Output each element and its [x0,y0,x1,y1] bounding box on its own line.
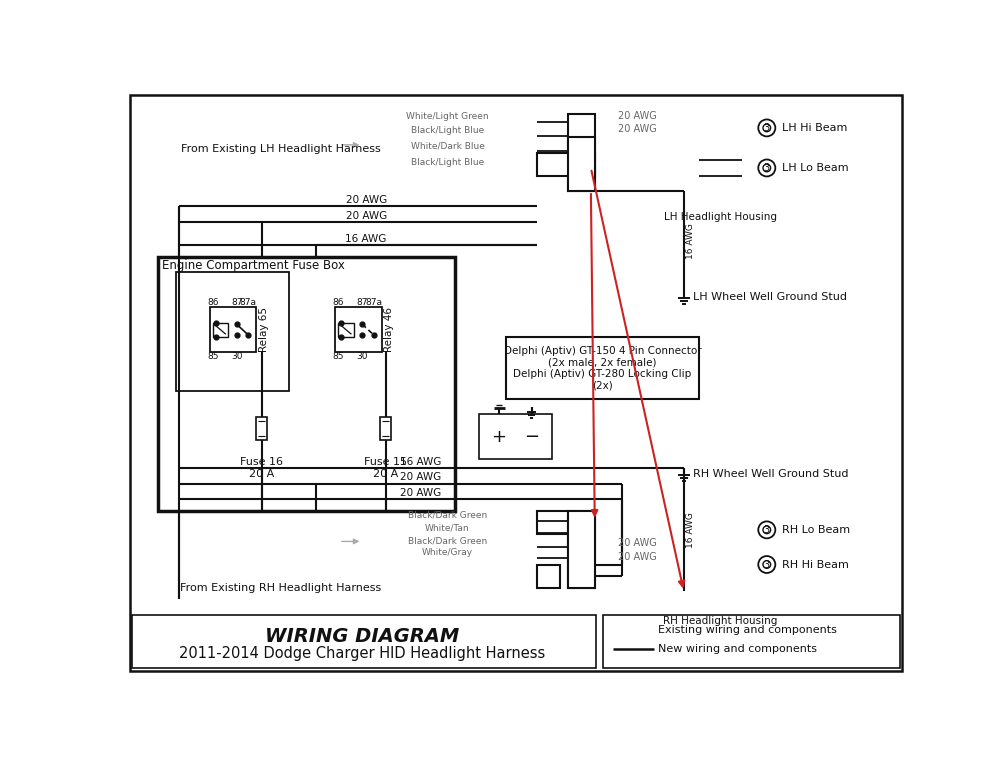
Text: RH Lo Beam: RH Lo Beam [782,525,851,535]
Text: LH Headlight Housing: LH Headlight Housing [665,211,777,222]
Text: 20 AWG: 20 AWG [400,472,441,483]
Text: Black/Light Blue: Black/Light Blue [411,158,484,167]
Bar [358,511,537,568]
Text: From Existing RH Headlight Harness: From Existing RH Headlight Harness [180,583,382,593]
Bar [537,565,560,587]
Text: From Existing LH Headlight Harness: From Existing LH Headlight Harness [181,144,381,154]
Text: Delphi (Aptiv) GT-150 4 Pin Connector
(2x male, 2x female)
Delphi (Aptiv) GT-280: Delphi (Aptiv) GT-150 4 Pin Connector (2… [504,346,701,390]
Text: Fuse 16
20 A: Fuse 16 20 A [240,458,283,479]
Text: 85: 85 [206,352,219,361]
Text: 30: 30 [231,352,243,361]
Text: 3: 3 [763,525,770,535]
Text: 87: 87 [231,298,243,307]
Text: 30: 30 [356,352,368,361]
Text: LH Lo Beam: LH Lo Beam [782,163,849,173]
Text: White/Dark Blue: White/Dark Blue [411,141,484,150]
Bar [212,323,229,337]
Text: 86: 86 [332,298,344,307]
Bar [568,511,595,587]
Text: 3: 3 [763,163,770,173]
Text: 16 AWG: 16 AWG [686,223,695,259]
Text: 16 AWG: 16 AWG [400,457,441,467]
Bar [335,307,382,352]
Text: Relay 65: Relay 65 [259,307,269,352]
Text: RH Hi Beam: RH Hi Beam [782,559,849,569]
Text: New wiring and components: New wiring and components [658,644,817,654]
Text: White/Tan: White/Tan [425,523,470,532]
Bar [158,256,455,511]
Text: White/Gray: White/Gray [422,549,473,557]
Bar [132,615,595,669]
Text: 20 AWG: 20 AWG [400,488,441,498]
Text: Black/Dark Green: Black/Dark Green [408,511,487,520]
Text: LH Hi Beam: LH Hi Beam [782,123,848,133]
Text: 86: 86 [206,298,219,307]
Text: Engine Compartment Fuse Box: Engine Compartment Fuse Box [162,258,345,272]
Text: WIRING DIAGRAM: WIRING DIAGRAM [265,627,459,646]
Text: 87: 87 [356,298,368,307]
Text: 3: 3 [763,559,770,569]
Bar [537,152,595,176]
Text: Black/Light Blue: Black/Light Blue [411,126,484,135]
Text: 85: 85 [332,352,344,361]
Bar [381,417,391,440]
Text: 87a: 87a [366,298,383,307]
Bar [603,615,900,669]
Bar [338,323,353,337]
Text: 87a: 87a [240,298,257,307]
Text: LH Wheel Well Ground Stud: LH Wheel Well Ground Stud [693,293,847,302]
Text: 20 AWG: 20 AWG [618,124,657,134]
Text: 3: 3 [763,123,770,133]
Text: 20 AWG: 20 AWG [345,196,387,205]
Text: Fuse 15
20 A: Fuse 15 20 A [364,458,407,479]
Bar [358,112,537,178]
Bar [568,511,595,587]
Text: RH Headlight Housing: RH Headlight Housing [664,616,777,626]
Text: −: − [524,428,539,446]
Bar [506,337,700,399]
Bar [257,417,267,440]
Text: 16 AWG: 16 AWG [345,233,387,244]
Bar [537,511,568,534]
Bar [568,114,595,191]
Text: 20 AWG: 20 AWG [618,111,657,121]
Text: Relay 46: Relay 46 [385,307,395,352]
Text: RH Wheel Well Ground Stud: RH Wheel Well Ground Stud [693,469,849,479]
Text: 20 AWG: 20 AWG [345,211,387,221]
Text: +: + [491,428,507,446]
Bar [568,137,595,191]
Text: 20 AWG: 20 AWG [618,538,657,548]
Text: 20 AWG: 20 AWG [618,552,657,562]
Text: 2011-2014 Dodge Charger HID Headlight Harness: 2011-2014 Dodge Charger HID Headlight Ha… [179,647,546,661]
Text: Black/Dark Green: Black/Dark Green [408,537,487,546]
Text: 16 AWG: 16 AWG [686,512,695,548]
Bar [209,307,256,352]
Text: Existing wiring and components: Existing wiring and components [658,625,837,635]
Bar [700,507,742,607]
Bar [700,110,742,206]
Bar [176,272,289,391]
Bar [478,415,552,459]
Text: White/Light Green: White/Light Green [406,112,488,121]
